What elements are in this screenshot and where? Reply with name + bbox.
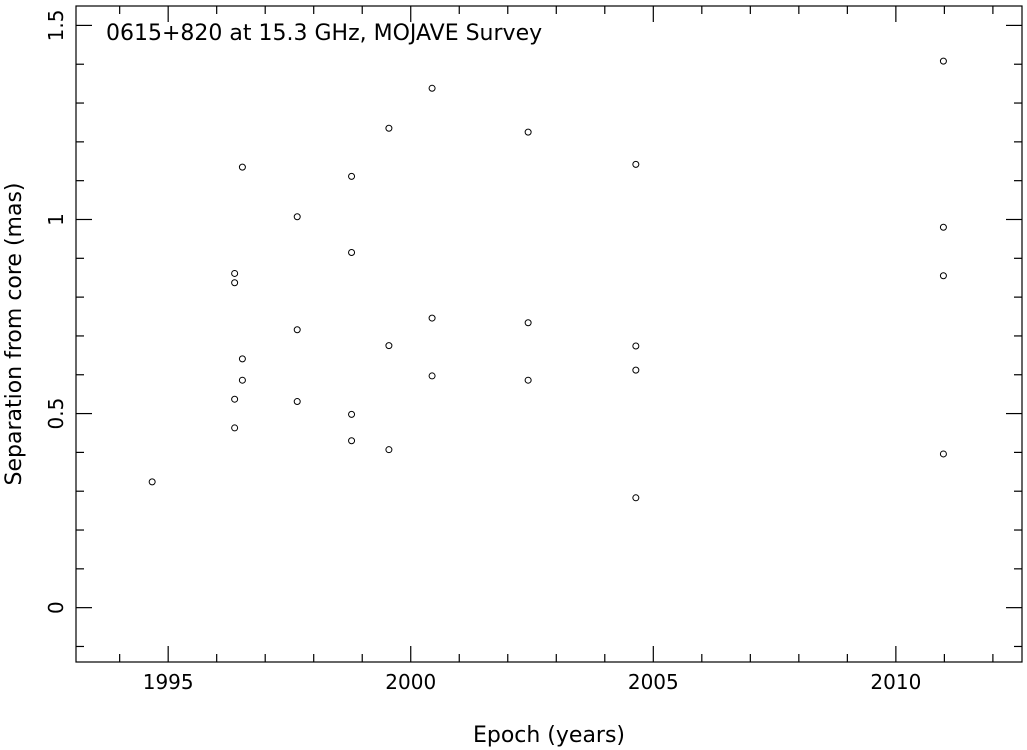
- x-tick-label: 2000: [385, 670, 436, 694]
- data-point: [524, 128, 532, 136]
- x-tick-label: 1995: [143, 670, 194, 694]
- x-axis-label: Epoch (years): [473, 723, 625, 748]
- data-point: [231, 424, 239, 432]
- y-tick-label: 0: [44, 601, 68, 614]
- data-point: [293, 326, 301, 334]
- data-point: [293, 213, 301, 221]
- data-point: [348, 248, 356, 256]
- data-point: [939, 272, 947, 280]
- data-point: [238, 163, 246, 171]
- data-point: [428, 372, 436, 380]
- y-tick-label: 1: [44, 213, 68, 226]
- data-point: [238, 355, 246, 363]
- data-point: [632, 160, 640, 168]
- y-tick-label: 0.5: [44, 398, 68, 430]
- axis-ticks: 1995 2000 2005 2010 0 0.5 1 1.5: [44, 6, 1022, 694]
- data-point: [348, 437, 356, 445]
- data-point: [231, 395, 239, 403]
- data-point: [348, 410, 356, 418]
- data-point: [428, 84, 436, 92]
- data-point: [632, 494, 640, 502]
- data-points: [148, 57, 947, 502]
- data-point: [939, 57, 947, 65]
- x-tick-label: 2010: [870, 670, 921, 694]
- data-point: [238, 376, 246, 384]
- data-point: [348, 172, 356, 180]
- data-point: [939, 450, 947, 458]
- data-point: [385, 446, 393, 454]
- plot-frame: [75, 5, 1023, 663]
- chart-title: 0615+820 at 15.3 GHz, MOJAVE Survey: [106, 21, 542, 46]
- data-point: [231, 279, 239, 287]
- data-point: [231, 269, 239, 277]
- data-point: [524, 319, 532, 327]
- y-tick-label: 1.5: [44, 10, 68, 42]
- data-point: [939, 223, 947, 231]
- data-point: [385, 124, 393, 132]
- y-axis-label: Separation from core (mas): [2, 183, 27, 486]
- x-tick-label: 2005: [628, 670, 679, 694]
- data-point: [148, 478, 156, 486]
- data-point: [632, 342, 640, 350]
- data-point: [632, 366, 640, 374]
- data-point: [293, 398, 301, 406]
- data-point: [428, 314, 436, 322]
- data-point: [524, 376, 532, 384]
- data-point: [385, 342, 393, 350]
